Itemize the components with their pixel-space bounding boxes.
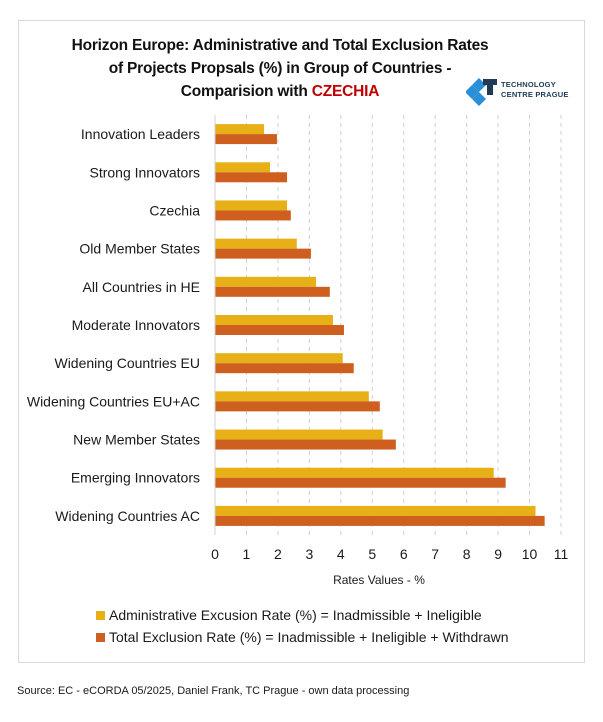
title-line-3-prefix: Comparision with: [180, 83, 312, 100]
category-label: Old Member States: [79, 241, 200, 257]
bar-admin: [215, 467, 494, 478]
legend-label-admin: Administrative Excusion Rate (%) = Inadm…: [109, 607, 482, 623]
bar-admin: [215, 315, 333, 325]
bar-admin: [215, 124, 265, 135]
category-label: Widening Countries AC: [55, 508, 200, 524]
logo-text: TECHNOLOGY CENTRE PRAGUE: [501, 80, 569, 100]
category-label: Widening Countries EU: [54, 355, 200, 371]
legend-item-admin: Administrative Excusion Rate (%) = Inadm…: [96, 604, 509, 626]
category-label: Moderate Innovators: [72, 317, 200, 333]
bar-admin: [215, 353, 343, 364]
title-line-3: Comparision with CZECHIA: [40, 80, 520, 103]
legend-swatch-admin: [96, 610, 105, 620]
category-label: Strong Innovators: [89, 164, 200, 180]
chart-title: Horizon Europe: Administrative and Total…: [40, 34, 520, 103]
bar-total: [215, 134, 277, 145]
title-line-2: of Projects Propsals (%) in Group of Cou…: [108, 60, 452, 77]
bar-total: [215, 439, 396, 450]
legend-swatch-total: [96, 632, 105, 642]
bar-total: [215, 210, 291, 221]
x-tick-label: 9: [494, 546, 502, 562]
chart-frame: [18, 20, 585, 663]
category-labels: Innovation Leaders Strong Innovators Czech…: [27, 126, 200, 524]
bar-admin: [215, 429, 383, 440]
x-tick-label: 10: [522, 546, 538, 562]
category-label: New Member States: [73, 432, 200, 448]
bar-total: [215, 172, 288, 183]
bar-total: [215, 363, 354, 374]
bar-admin: [215, 200, 288, 211]
x-tick-label: 0: [211, 546, 219, 562]
legend-item-total: Total Exclusion Rate (%) = Inadmissible …: [96, 626, 509, 648]
technology-centre-prague-logo-icon: [465, 78, 497, 106]
x-tick-label: 1: [243, 546, 251, 562]
source-note: Source: EC - eCORDA 05/2025, Daniel Fran…: [17, 685, 410, 697]
bar-total: [215, 401, 380, 412]
bar-admin: [215, 162, 271, 173]
bar-total: [215, 515, 545, 526]
title-line-1: Horizon Europe: Administrative and Total…: [71, 37, 489, 54]
x-tick-label: 2: [274, 546, 282, 562]
legend: Administrative Excusion Rate (%) = Inadm…: [96, 604, 509, 648]
category-label: All Countries in HE: [83, 279, 201, 295]
x-axis-title: Rates Values - %: [333, 573, 425, 587]
logo-text-line-1: TECHNOLOGY: [501, 80, 556, 89]
category-label: Emerging Innovators: [71, 470, 200, 486]
x-tick-label: 6: [400, 546, 408, 562]
category-label: Widening Countries EU+AC: [27, 393, 200, 409]
x-tick-label: 11: [554, 546, 569, 562]
bar-total: [215, 325, 344, 335]
x-tick-label: 7: [431, 546, 439, 562]
x-tick-labels: 0 1 2 3 4 5 6 7 8 9 10 11: [211, 546, 568, 562]
legend-label-total: Total Exclusion Rate (%) = Inadmissible …: [109, 629, 509, 645]
bars: [215, 124, 545, 526]
x-tick-label: 3: [305, 546, 313, 562]
tc-prague-logo: TECHNOLOGY CENTRE PRAGUE: [465, 77, 586, 107]
x-tick-label: 8: [463, 546, 471, 562]
bar-admin: [215, 391, 369, 402]
x-tick-label: 4: [337, 546, 345, 562]
x-tick-label: 5: [368, 546, 376, 562]
bar-total: [215, 248, 311, 259]
logo-text-line-2: CENTRE PRAGUE: [501, 90, 569, 99]
title-highlight-czechia: CZECHIA: [311, 83, 380, 100]
bar-admin: [215, 238, 297, 249]
bar-total: [215, 477, 506, 488]
bar-admin: [215, 276, 316, 287]
category-label: Innovation Leaders: [81, 126, 200, 142]
bar-admin: [215, 505, 536, 516]
category-label: Czechia: [149, 202, 200, 218]
bar-total: [215, 286, 330, 297]
